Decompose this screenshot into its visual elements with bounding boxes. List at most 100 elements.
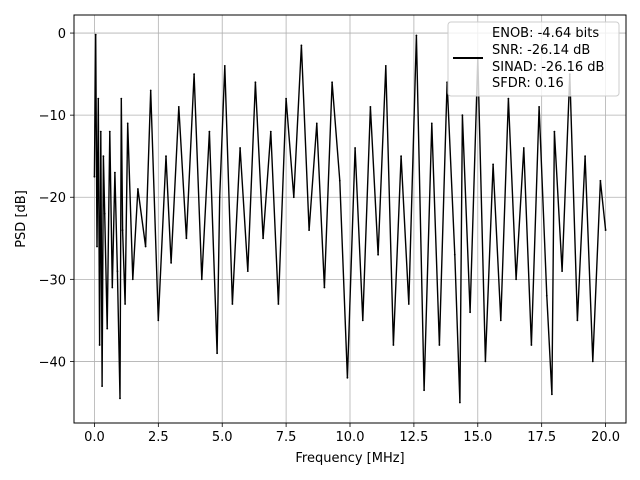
series-point-0-43 — [300, 44, 303, 47]
series-point-0-11 — [111, 286, 114, 289]
series-point-0-24 — [165, 155, 167, 158]
series-point-0-58 — [415, 34, 418, 37]
series-point-0-40 — [277, 303, 280, 305]
series-point-0-0 — [93, 175, 96, 178]
x-tick-label-2: 5.0 — [212, 430, 233, 445]
series-point-0-4 — [98, 344, 101, 346]
series-point-0-22 — [149, 89, 152, 92]
y-tick-label-3: −30 — [39, 273, 66, 288]
series-point-0-57 — [407, 303, 410, 305]
series-point-0-78 — [553, 130, 556, 133]
series-point-0-41 — [285, 97, 287, 100]
series-point-0-7 — [102, 155, 105, 158]
series-point-0-56 — [400, 155, 402, 158]
ticks: 0.0 2.5 5.0 7.5 10.0 12.5 15.0 17.5 20.0 0 −10 −20 −… — [39, 27, 620, 445]
series-point-0-13 — [116, 270, 119, 272]
series-point-0-85 — [604, 229, 607, 232]
y-tick-label-0: 0 — [58, 27, 66, 42]
series-point-0-70 — [499, 319, 502, 322]
x-tick-label-0: 0.0 — [84, 430, 105, 445]
series-point-0-17 — [124, 303, 126, 305]
x-tick-label-1: 2.5 — [148, 430, 169, 445]
series-point-0-5 — [99, 130, 102, 133]
x-tick-label-4: 10.0 — [336, 430, 365, 445]
series-point-0-31 — [216, 352, 219, 355]
series-point-0-66 — [469, 311, 471, 314]
series-point-0-9 — [106, 327, 109, 330]
series-layer — [93, 33, 607, 404]
series-point-0-34 — [231, 303, 234, 305]
series-point-0-12 — [114, 171, 116, 174]
series-point-0-53 — [377, 253, 379, 256]
series-point-0-23 — [157, 319, 160, 322]
series-point-0-33 — [223, 65, 226, 67]
series-point-0-42 — [292, 196, 295, 199]
series-point-0-82 — [584, 155, 586, 158]
legend-box — [447, 21, 620, 97]
series-point-0-36 — [246, 270, 249, 272]
series-point-0-84 — [599, 179, 602, 182]
legend-entry-sinad: SINAD: -26.16 dB — [492, 60, 604, 75]
series-point-0-1 — [94, 33, 97, 36]
legend-entry-sfdr: SFDR: 0.16 — [492, 76, 564, 91]
series-point-0-3 — [97, 97, 100, 100]
series-point-0-27 — [185, 237, 188, 240]
x-tick-label-8: 20.0 — [591, 430, 620, 445]
series-point-0-64 — [459, 401, 461, 404]
series-point-0-14 — [119, 397, 121, 400]
x-tick-label-3: 7.5 — [276, 430, 297, 445]
series-point-0-16 — [121, 229, 124, 232]
series-point-0-6 — [101, 385, 103, 387]
series-point-0-77 — [551, 393, 553, 396]
series-point-0-76 — [545, 294, 548, 297]
series-point-0-32 — [218, 196, 221, 199]
series-point-0-54 — [384, 65, 387, 67]
series-point-0-75 — [538, 106, 540, 108]
series-point-0-47 — [331, 81, 333, 84]
x-tick-label-7: 17.5 — [527, 430, 556, 445]
legend-entry-snr: SNR: -26.14 dB — [492, 43, 590, 58]
series-point-0-46 — [323, 286, 326, 289]
series-point-0-15 — [120, 97, 123, 100]
series-point-0-65 — [461, 114, 464, 117]
series-point-0-29 — [200, 278, 203, 281]
series-point-0-49 — [346, 376, 349, 379]
series-point-0-28 — [193, 73, 196, 75]
series-point-0-74 — [530, 344, 533, 346]
series-point-0-8 — [103, 212, 106, 215]
x-axis-label: Frequency [MHz] — [295, 451, 404, 466]
series-point-0-44 — [308, 229, 310, 232]
series-point-0-60 — [430, 122, 433, 125]
series-point-0-72 — [515, 278, 517, 281]
x-tick-label-5: 12.5 — [399, 430, 428, 445]
series-point-0-48 — [338, 179, 341, 182]
y-tick-label-1: −10 — [39, 109, 66, 124]
series-point-0-19 — [131, 278, 134, 281]
legend: ENOB: -4.64 bits SNR: -26.14 dB SINAD: -… — [447, 21, 620, 97]
series-point-0-25 — [170, 262, 173, 264]
x-tick-label-6: 15.0 — [463, 430, 492, 445]
series-point-0-20 — [137, 188, 139, 190]
series-point-0-50 — [354, 147, 356, 149]
series-point-0-18 — [126, 122, 129, 125]
series-point-0-55 — [392, 344, 395, 346]
y-axis-label: PSD [dB] — [14, 190, 29, 248]
series-point-0-10 — [108, 130, 111, 133]
series-point-0-2 — [96, 245, 98, 248]
series-point-0-69 — [492, 163, 494, 166]
series-point-0-71 — [507, 97, 510, 100]
series-line-0 — [93, 34, 607, 404]
series-point-0-35 — [239, 147, 242, 149]
series-point-0-38 — [262, 237, 264, 240]
series-point-0-61 — [438, 344, 441, 346]
series-point-0-30 — [208, 130, 211, 133]
series-point-0-73 — [522, 147, 525, 149]
series-point-0-81 — [576, 319, 579, 322]
series-point-0-68 — [484, 360, 487, 363]
series-point-0-63 — [453, 253, 456, 256]
y-tick-label-2: −20 — [39, 191, 66, 206]
series-point-0-52 — [369, 106, 372, 108]
series-point-0-21 — [144, 245, 147, 248]
series-point-0-39 — [269, 130, 272, 133]
